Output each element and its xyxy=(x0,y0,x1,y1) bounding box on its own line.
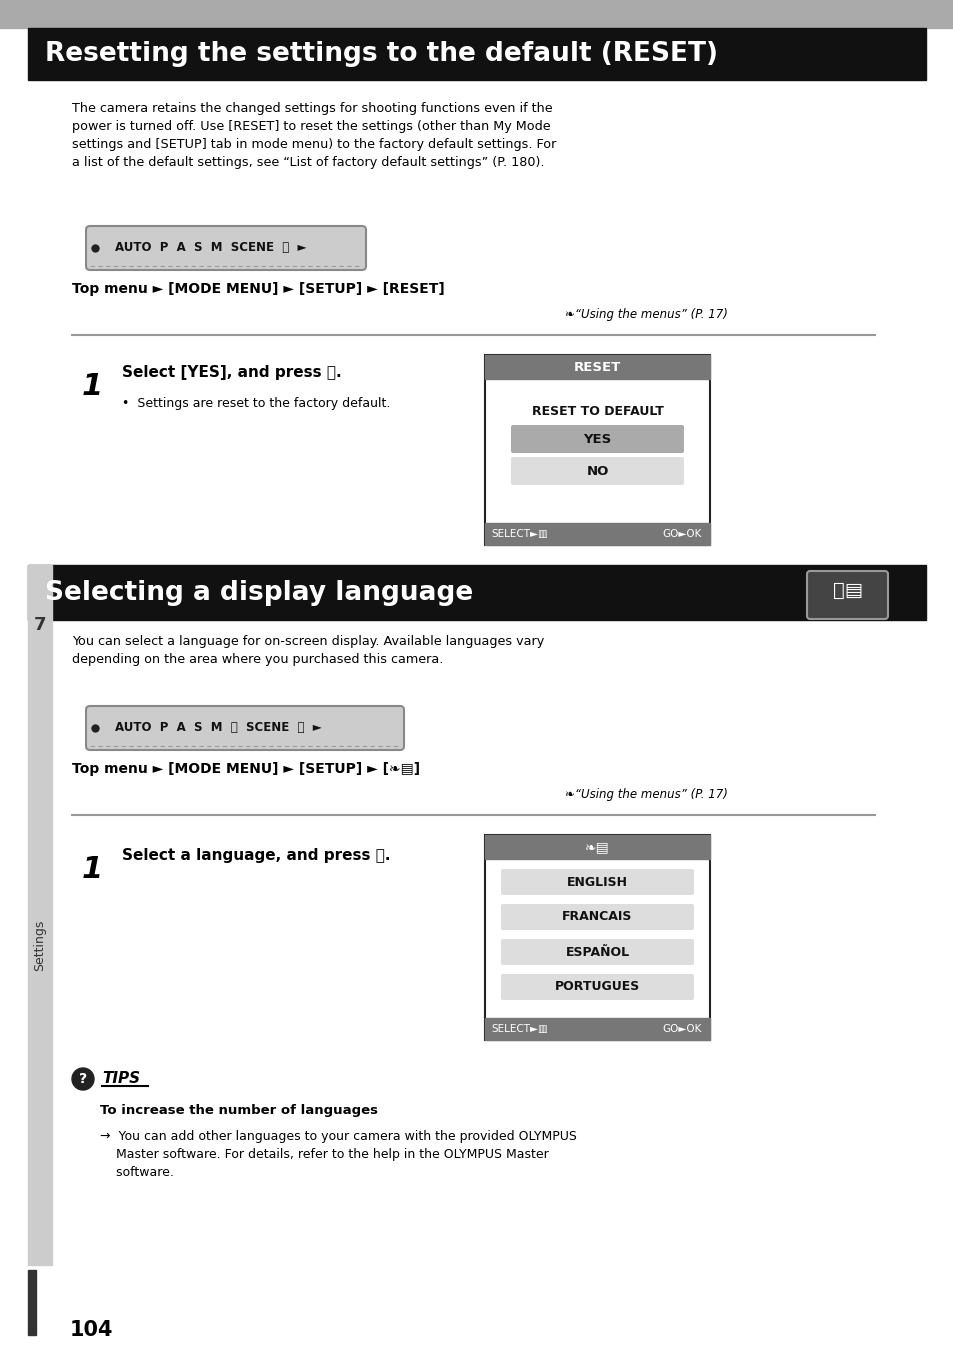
Text: 104: 104 xyxy=(70,1320,113,1339)
FancyBboxPatch shape xyxy=(86,227,366,270)
Text: AUTO  P  A  S  M  Ⓜ  SCENE  📷  ►: AUTO P A S M Ⓜ SCENE 📷 ► xyxy=(115,721,321,734)
Text: FRANCAIS: FRANCAIS xyxy=(561,911,632,924)
Text: Selecting a display language: Selecting a display language xyxy=(45,579,473,605)
Text: →  You can add other languages to your camera with the provided OLYMPUS
    Mast: → You can add other languages to your ca… xyxy=(100,1130,577,1179)
Text: Select a language, and press Ⓐ.: Select a language, and press Ⓐ. xyxy=(122,848,390,863)
Text: Top menu ► [MODE MENU] ► [SETUP] ► [❧▤]: Top menu ► [MODE MENU] ► [SETUP] ► [❧▤] xyxy=(71,763,419,776)
FancyBboxPatch shape xyxy=(500,904,693,930)
Text: YES: YES xyxy=(583,433,611,445)
Text: ENGLISH: ENGLISH xyxy=(566,875,627,889)
FancyBboxPatch shape xyxy=(86,706,403,750)
FancyBboxPatch shape xyxy=(511,457,683,484)
Text: 1: 1 xyxy=(82,372,103,402)
FancyBboxPatch shape xyxy=(806,571,887,619)
Text: You can select a language for on-screen display. Available languages vary
depend: You can select a language for on-screen … xyxy=(71,635,543,666)
FancyBboxPatch shape xyxy=(511,425,683,453)
Text: NO: NO xyxy=(586,464,608,478)
FancyBboxPatch shape xyxy=(500,868,693,896)
Text: AUTO  P  A  S  M  SCENE  📷  ►: AUTO P A S M SCENE 📷 ► xyxy=(115,240,306,254)
Bar xyxy=(28,565,52,1265)
Bar xyxy=(484,1018,709,1039)
Circle shape xyxy=(71,1068,94,1090)
Text: GO►OK: GO►OK xyxy=(662,529,701,539)
Text: 📷▤: 📷▤ xyxy=(832,581,862,600)
Text: 1: 1 xyxy=(82,855,103,883)
Text: ❧▤: ❧▤ xyxy=(584,840,609,854)
Bar xyxy=(484,835,709,1039)
Text: RESET TO DEFAULT: RESET TO DEFAULT xyxy=(531,404,662,418)
Text: The camera retains the changed settings for shooting functions even if the
power: The camera retains the changed settings … xyxy=(71,102,556,170)
Bar xyxy=(484,522,709,546)
Text: PORTUGUES: PORTUGUES xyxy=(555,981,639,993)
Bar xyxy=(484,835,709,859)
FancyBboxPatch shape xyxy=(500,974,693,1000)
Text: Settings: Settings xyxy=(33,919,47,970)
Text: RESET: RESET xyxy=(574,361,620,373)
Bar xyxy=(0,0,953,28)
Bar xyxy=(28,1270,36,1335)
Text: ❧“Using the menus” (P. 17): ❧“Using the menus” (P. 17) xyxy=(564,788,727,801)
Text: ?: ? xyxy=(79,1072,87,1086)
Bar xyxy=(484,356,709,546)
Text: GO►OK: GO►OK xyxy=(662,1025,701,1034)
Text: TIPS: TIPS xyxy=(102,1071,140,1086)
Text: ESPAÑOL: ESPAÑOL xyxy=(565,946,629,958)
Bar xyxy=(484,356,709,379)
Text: 7: 7 xyxy=(33,616,46,634)
Text: ❧“Using the menus” (P. 17): ❧“Using the menus” (P. 17) xyxy=(564,308,727,322)
Text: To increase the number of languages: To increase the number of languages xyxy=(100,1105,377,1117)
Text: Top menu ► [MODE MENU] ► [SETUP] ► [RESET]: Top menu ► [MODE MENU] ► [SETUP] ► [RESE… xyxy=(71,282,444,296)
Text: SELECT►▥: SELECT►▥ xyxy=(491,529,547,539)
Text: Select [YES], and press Ⓐ.: Select [YES], and press Ⓐ. xyxy=(122,365,341,380)
Text: •  Settings are reset to the factory default.: • Settings are reset to the factory defa… xyxy=(122,398,390,410)
FancyBboxPatch shape xyxy=(500,939,693,965)
Text: SELECT►▥: SELECT►▥ xyxy=(491,1025,547,1034)
Text: Resetting the settings to the default (RESET): Resetting the settings to the default (R… xyxy=(45,41,718,66)
Bar xyxy=(28,28,925,80)
Bar xyxy=(28,565,925,620)
